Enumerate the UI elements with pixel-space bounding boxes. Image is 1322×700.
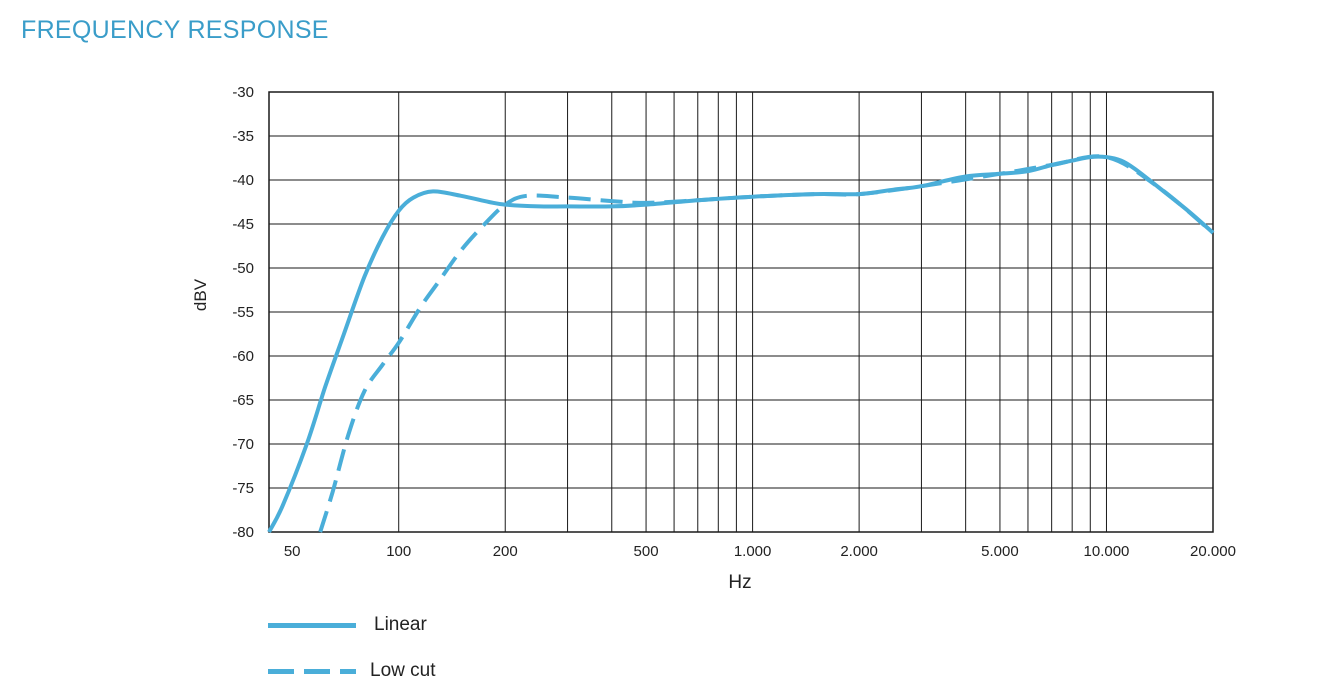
- y-tick-label: -80: [232, 524, 254, 541]
- legend-label-linear: Linear: [374, 614, 427, 635]
- y-tick-label: -65: [232, 392, 254, 409]
- page-title: FREQUENCY RESPONSE: [21, 16, 329, 44]
- legend-swatch-dashed: [268, 668, 356, 674]
- legend-item-low-cut: Low cut: [268, 656, 435, 686]
- series-line-low-cut: [318, 154, 1215, 533]
- y-tick-label: -40: [232, 172, 254, 189]
- x-tick-label: 2.000: [840, 543, 878, 560]
- x-tick-label: 20.000: [1190, 543, 1236, 560]
- y-tick-label: -60: [232, 348, 254, 365]
- x-tick-label: 50: [284, 543, 301, 560]
- y-axis-label: dBV: [191, 278, 210, 311]
- series-line-linear: [267, 154, 1215, 533]
- legend-item-linear: Linear: [268, 610, 427, 640]
- x-tick-label: 1.000: [734, 543, 772, 560]
- legend-label-low-cut: Low cut: [370, 660, 436, 681]
- x-tick-label: 200: [493, 543, 518, 560]
- y-tick-label: -75: [232, 480, 254, 497]
- y-tick-label: -50: [232, 260, 254, 277]
- legend-swatch-solid: [268, 622, 356, 628]
- x-axis-label: Hz: [728, 572, 751, 593]
- y-tick-label: -45: [232, 216, 254, 233]
- plot-border: [268, 91, 1214, 533]
- grid-layer: [268, 91, 1214, 533]
- y-tick-label: -70: [232, 436, 254, 453]
- y-tick-label: -35: [232, 128, 254, 145]
- series-layer: [267, 154, 1215, 533]
- y-tick-label: -30: [232, 84, 254, 101]
- y-tick-label: -55: [232, 304, 254, 321]
- x-tick-label: 500: [634, 543, 659, 560]
- tick-label-layer: -30 -35 -40 -45 -50 -55 -60 -65 -70 -75 -80 50 100 20…: [232, 84, 1236, 560]
- x-tick-label: 10.000: [1084, 543, 1130, 560]
- x-tick-label: 100: [386, 543, 411, 560]
- x-tick-label: 5.000: [981, 543, 1019, 560]
